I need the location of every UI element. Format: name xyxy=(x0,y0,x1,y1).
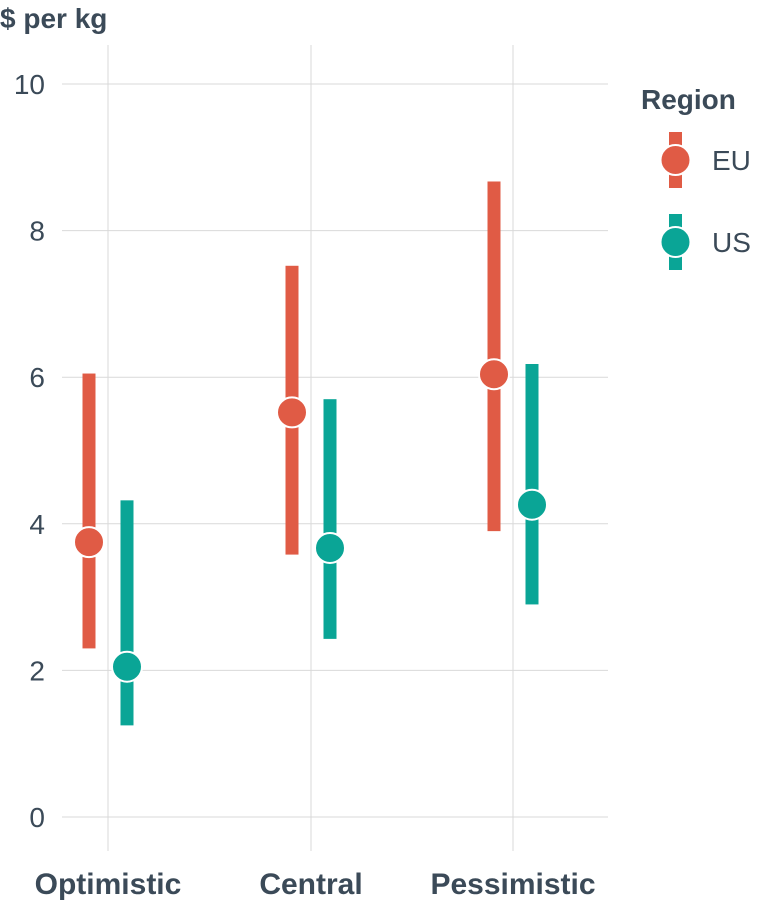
legend-key-point-eu xyxy=(659,144,692,176)
x-tick-label: Pessimistic xyxy=(430,868,595,901)
range-bar-eu xyxy=(82,373,96,649)
x-tick-label: Central xyxy=(259,868,362,901)
y-tick-label: 2 xyxy=(29,655,45,686)
y-tick-label: 10 xyxy=(14,69,45,100)
y-tick-label: 4 xyxy=(29,509,45,540)
y-axis-label: $ per kg xyxy=(0,3,107,34)
point-us xyxy=(111,650,143,683)
y-axis-ticks: 0 2 4 6 8 10 xyxy=(14,69,45,833)
range-bar-us xyxy=(120,500,134,726)
point-eu xyxy=(478,358,510,391)
legend-label-eu: EU xyxy=(712,145,751,176)
legend-title: Region xyxy=(641,84,736,115)
point-eu xyxy=(276,396,308,429)
legend-key-point-us xyxy=(659,226,692,258)
range-bar-us xyxy=(323,399,337,639)
point-us xyxy=(314,531,346,564)
y-tick-label: 8 xyxy=(29,216,45,247)
range-bar-us xyxy=(525,364,539,605)
x-tick-label: Optimistic xyxy=(35,868,182,901)
point-eu xyxy=(73,526,105,559)
y-tick-label: 6 xyxy=(29,362,45,393)
legend: Region EU US xyxy=(641,84,751,270)
legend-label-us: US xyxy=(712,227,751,258)
x-axis-ticks: Optimistic Central Pessimistic xyxy=(35,868,596,901)
range-bar-eu xyxy=(487,181,501,532)
point-us xyxy=(516,488,548,521)
data-marks xyxy=(73,181,548,726)
y-tick-label: 0 xyxy=(29,802,45,833)
grid xyxy=(62,45,608,851)
